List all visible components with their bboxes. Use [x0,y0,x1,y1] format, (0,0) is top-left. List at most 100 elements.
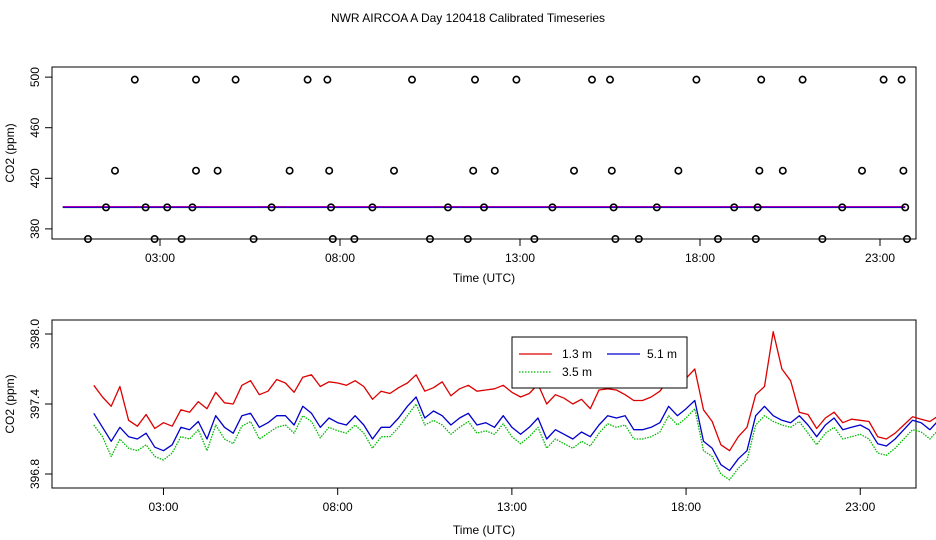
bottom-panel: 03:00 08:00 13:00 18:00 23:00 396.8 397.4 398.… [3,319,936,537]
top-point-2 [111,166,120,175]
top-point-40 [611,235,620,244]
top-point-20 [328,235,337,244]
top-point-29 [470,75,479,84]
top-y-tick-label-0: 380 [28,219,42,239]
chart-title: NWR AIRCOA A Day 120418 Calibrated Times… [331,11,605,25]
top-point-19 [326,203,335,212]
top-point-28 [469,166,478,175]
top-series-lines [62,205,906,209]
top-x-tick-label-3: 18:00 [685,251,715,265]
top-point-11 [213,166,222,175]
bottom-plot-frame [51,319,917,489]
top-point-32 [512,75,521,84]
top-point-10 [192,75,201,84]
top-y-tick-label-3: 500 [28,67,42,87]
top-point-17 [323,75,332,84]
top-x-axis-label: Time (UTC) [453,271,515,285]
top-y-axis: 380 420 460 500 [28,67,52,239]
top-point-55 [857,166,866,175]
bottom-x-tick-label-1: 08:00 [323,500,353,514]
top-point-58 [899,166,908,175]
top-point-38 [607,166,616,175]
top-x-axis: 03:00 08:00 13:00 18:00 23:00 [145,239,895,265]
bottom-x-tick-label-4: 23:00 [845,500,875,514]
top-point-51 [778,166,787,175]
top-panel: 03:00 08:00 13:00 18:00 23:00 380 420 460 500 T… [3,66,917,285]
top-point-21 [350,235,359,244]
top-point-46 [730,203,739,212]
bottom-x-tick-label-0: 03:00 [148,500,178,514]
legend-label-1-3m: 1.3 m [562,347,592,361]
bottom-y-tick-label-0: 396.8 [28,459,42,489]
top-point-5 [150,235,159,244]
top-point-53 [818,235,827,244]
top-point-3 [130,75,139,84]
bottom-series-lines [93,331,936,481]
top-point-54 [838,203,847,212]
top-point-14 [267,203,276,212]
top-point-7 [177,235,186,244]
top-plot-frame [51,66,917,240]
top-point-43 [674,166,683,175]
bottom-y-axis-label: CO2 (ppm) [3,374,17,433]
top-point-49 [755,166,764,175]
top-point-48 [753,203,762,212]
bottom-series-5-1-m [93,396,936,472]
top-point-50 [757,75,766,84]
top-scatter-points [84,75,911,244]
bottom-x-tick-label-2: 13:00 [497,500,527,514]
top-point-1 [102,203,111,212]
top-point-0 [84,235,93,244]
top-point-6 [163,203,172,212]
top-point-16 [303,75,312,84]
legend-box [511,336,688,389]
top-point-26 [443,203,452,212]
top-x-tick-label-4: 23:00 [865,251,895,265]
top-point-47 [751,235,760,244]
bottom-y-axis: 396.8 397.4 398.0 [28,319,52,489]
bottom-x-tick-label-3: 18:00 [671,500,701,514]
top-point-13 [249,235,258,244]
bottom-series-1-3-m [93,331,936,452]
top-point-22 [368,203,377,212]
top-y-tick-label-2: 460 [28,117,42,137]
top-x-tick-label-2: 13:00 [505,251,535,265]
top-point-57 [897,75,906,84]
top-y-tick-label-1: 420 [28,168,42,188]
top-point-33 [530,235,539,244]
top-point-35 [569,166,578,175]
top-point-4 [141,203,150,212]
top-x-tick-label-0: 03:00 [145,251,175,265]
top-point-56 [879,75,888,84]
legend-label-3-5m: 3.5 m [562,365,592,379]
top-point-27 [463,235,472,244]
top-point-25 [425,235,434,244]
top-point-34 [548,203,557,212]
top-point-42 [652,203,661,212]
top-point-41 [634,235,643,244]
top-x-tick-label-1: 08:00 [325,251,355,265]
legend-label-5-1m: 5.1 m [647,347,677,361]
top-y-axis-label: CO2 (ppm) [3,123,17,182]
top-point-36 [587,75,596,84]
top-point-44 [692,75,701,84]
bottom-series-3-5-m [93,403,936,481]
bottom-x-axis-label: Time (UTC) [453,523,515,537]
bottom-x-axis: 03:00 08:00 13:00 18:00 23:00 [148,488,876,514]
top-point-9 [192,166,201,175]
top-point-18 [325,166,334,175]
top-point-37 [605,75,614,84]
top-point-23 [389,166,398,175]
top-point-24 [407,75,416,84]
top-point-60 [902,235,911,244]
top-point-31 [490,166,499,175]
legend: 1.3 m 5.1 m 3.5 m [511,336,688,389]
top-point-15 [285,166,294,175]
top-point-12 [231,75,240,84]
top-point-45 [713,235,722,244]
top-point-52 [798,75,807,84]
bottom-y-tick-label-1: 397.4 [28,389,42,419]
top-point-30 [479,203,488,212]
top-point-8 [188,203,197,212]
